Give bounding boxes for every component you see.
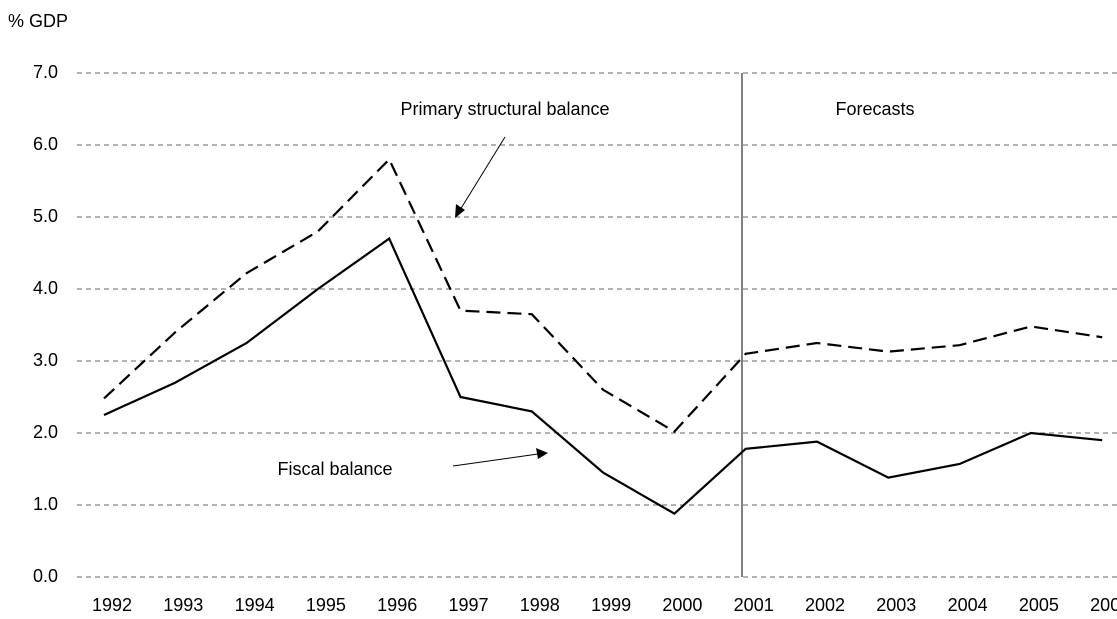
y-tick-label: 4.0 (33, 278, 58, 298)
x-tick-label: 2003 (876, 595, 916, 615)
series-line (103, 236, 1103, 515)
series-line (103, 157, 1103, 433)
y-tick-label: 0.0 (33, 566, 58, 586)
x-tick-label: 1999 (591, 595, 631, 615)
y-axis-title: % GDP (8, 11, 68, 31)
x-tick-label: 1992 (92, 595, 132, 615)
series-annotation: Primary structural balance (400, 99, 609, 119)
annotation-arrow (452, 448, 548, 467)
x-tick-label: 2004 (948, 595, 988, 615)
x-tick-label: 1998 (520, 595, 560, 615)
x-tick-label: 2005 (1019, 595, 1059, 615)
x-tick-label: 1997 (448, 595, 488, 615)
forecast-annotation: Forecasts (835, 99, 914, 119)
y-tick-label: 1.0 (33, 494, 58, 514)
y-tick-label: 2.0 (33, 422, 58, 442)
x-tick-label: 2000 (662, 595, 702, 615)
x-tick-label: 1996 (377, 595, 417, 615)
x-tick-label: 2006 (1090, 595, 1117, 615)
x-tick-label: 1995 (306, 595, 346, 615)
series-annotation: Fiscal balance (277, 459, 392, 479)
x-tick-label: 1994 (235, 595, 275, 615)
y-tick-label: 6.0 (33, 134, 58, 154)
x-tick-label: 2001 (734, 595, 774, 615)
y-tick-label: 5.0 (33, 206, 58, 226)
x-tick-label: 2002 (805, 595, 845, 615)
y-tick-label: 3.0 (33, 350, 58, 370)
annotation-arrow (455, 136, 506, 218)
y-tick-label: 7.0 (33, 62, 58, 82)
x-tick-label: 1993 (163, 595, 203, 615)
